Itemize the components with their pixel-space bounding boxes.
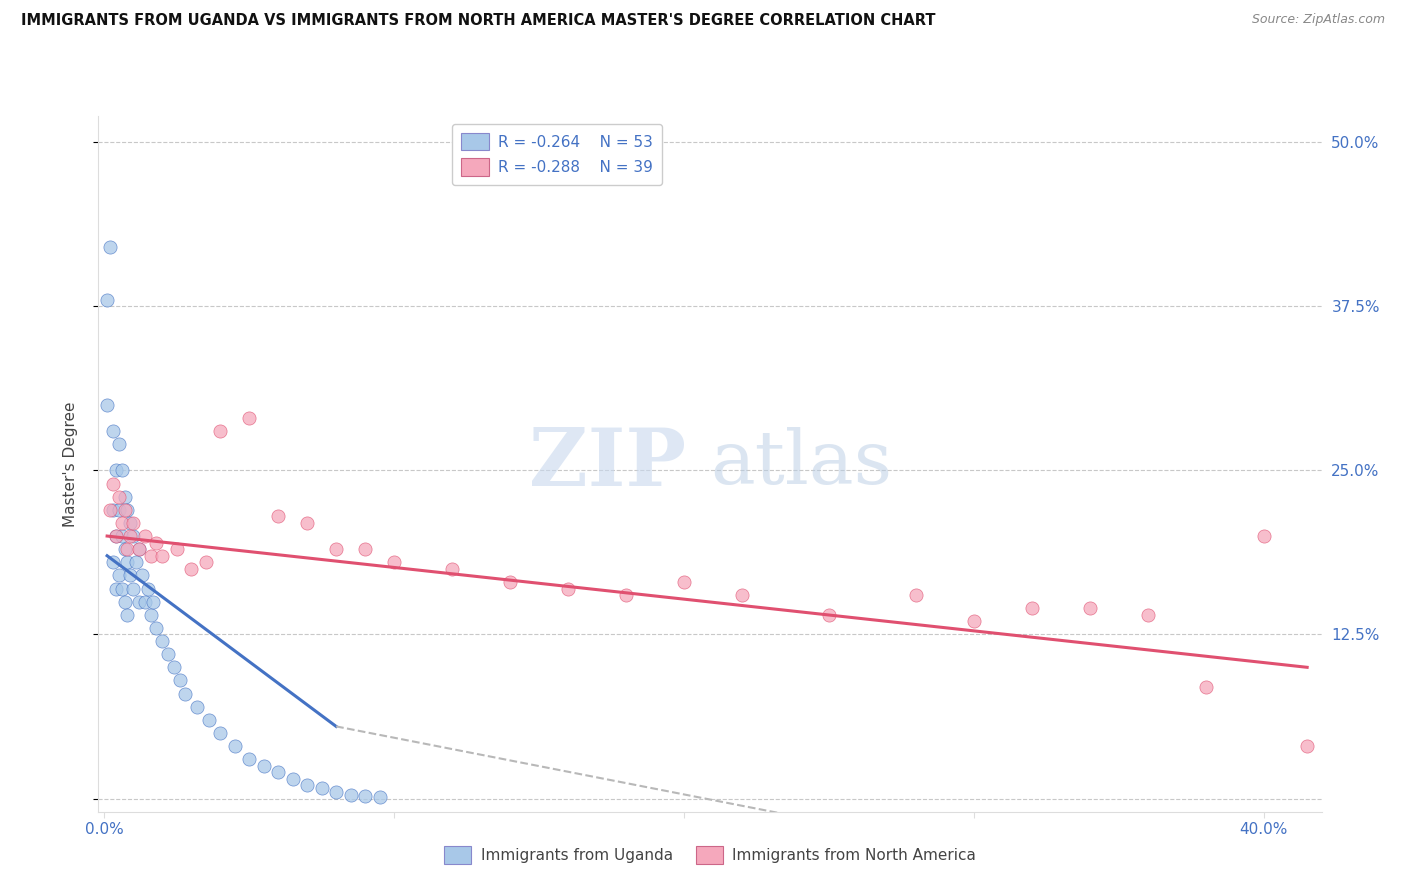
Point bbox=[120, 516, 142, 530]
Point bbox=[101, 476, 124, 491]
Point bbox=[107, 490, 129, 504]
Point bbox=[114, 490, 136, 504]
Point bbox=[101, 503, 124, 517]
Point bbox=[209, 726, 232, 740]
Text: Source: ZipAtlas.com: Source: ZipAtlas.com bbox=[1251, 13, 1385, 27]
Point bbox=[150, 549, 173, 563]
Point bbox=[614, 588, 637, 602]
Point bbox=[104, 582, 127, 596]
Point bbox=[186, 699, 208, 714]
Point bbox=[557, 582, 579, 596]
Point bbox=[267, 509, 290, 524]
Point bbox=[110, 463, 132, 477]
Point bbox=[120, 568, 142, 582]
Point bbox=[104, 463, 127, 477]
Point bbox=[96, 293, 118, 307]
Point bbox=[114, 595, 136, 609]
Point bbox=[110, 582, 132, 596]
Text: atlas: atlas bbox=[710, 427, 893, 500]
Point bbox=[110, 529, 132, 543]
Point bbox=[1253, 529, 1275, 543]
Point bbox=[238, 410, 260, 425]
Point bbox=[267, 765, 290, 780]
Point bbox=[117, 503, 139, 517]
Point bbox=[224, 739, 246, 753]
Point bbox=[142, 595, 165, 609]
Point bbox=[672, 574, 695, 589]
Point bbox=[1195, 680, 1218, 694]
Point bbox=[128, 542, 150, 557]
Point bbox=[174, 687, 197, 701]
Point bbox=[107, 503, 129, 517]
Point bbox=[1136, 607, 1159, 622]
Point bbox=[194, 555, 217, 569]
Point bbox=[128, 595, 150, 609]
Point bbox=[104, 529, 127, 543]
Point bbox=[441, 562, 464, 576]
Text: IMMIGRANTS FROM UGANDA VS IMMIGRANTS FROM NORTH AMERICA MASTER'S DEGREE CORRELAT: IMMIGRANTS FROM UGANDA VS IMMIGRANTS FRO… bbox=[21, 13, 935, 29]
Point bbox=[295, 779, 318, 793]
Point bbox=[134, 529, 156, 543]
Point bbox=[354, 542, 377, 557]
Point bbox=[117, 542, 139, 557]
Point bbox=[98, 240, 121, 254]
Point bbox=[238, 752, 260, 766]
Point bbox=[904, 588, 927, 602]
Point bbox=[150, 634, 173, 648]
Point bbox=[197, 713, 219, 727]
Point bbox=[101, 555, 124, 569]
Point bbox=[163, 660, 186, 674]
Point bbox=[295, 516, 318, 530]
Point bbox=[169, 673, 191, 688]
Point bbox=[122, 529, 145, 543]
Text: ZIP: ZIP bbox=[529, 425, 686, 503]
Point bbox=[107, 437, 129, 451]
Point bbox=[311, 781, 333, 796]
Point bbox=[136, 582, 159, 596]
Point bbox=[139, 549, 162, 563]
Point bbox=[122, 582, 145, 596]
Point bbox=[281, 772, 304, 786]
Point bbox=[1021, 601, 1043, 615]
Point bbox=[98, 503, 121, 517]
Point bbox=[499, 574, 522, 589]
Point bbox=[818, 607, 841, 622]
Point bbox=[382, 555, 405, 569]
Point bbox=[1296, 739, 1319, 753]
Point bbox=[117, 555, 139, 569]
Point bbox=[104, 529, 127, 543]
Point bbox=[114, 542, 136, 557]
Point bbox=[325, 542, 347, 557]
Point bbox=[131, 568, 153, 582]
Point bbox=[117, 607, 139, 622]
Point bbox=[963, 615, 986, 629]
Point bbox=[125, 555, 148, 569]
Point bbox=[101, 424, 124, 438]
Y-axis label: Master's Degree: Master's Degree bbox=[63, 401, 77, 526]
Point bbox=[114, 503, 136, 517]
Point bbox=[209, 424, 232, 438]
Point bbox=[180, 562, 202, 576]
Point bbox=[122, 516, 145, 530]
Point bbox=[1078, 601, 1101, 615]
Point bbox=[339, 788, 361, 802]
Point bbox=[253, 758, 276, 772]
Point bbox=[128, 542, 150, 557]
Point bbox=[145, 621, 167, 635]
Point bbox=[96, 398, 118, 412]
Point bbox=[325, 785, 347, 799]
Point bbox=[107, 568, 129, 582]
Point bbox=[145, 535, 167, 549]
Point bbox=[134, 595, 156, 609]
Point bbox=[166, 542, 188, 557]
Point bbox=[731, 588, 754, 602]
Point bbox=[354, 789, 377, 803]
Point bbox=[110, 516, 132, 530]
Point bbox=[156, 647, 179, 661]
Legend: Immigrants from Uganda, Immigrants from North America: Immigrants from Uganda, Immigrants from … bbox=[437, 840, 983, 871]
Point bbox=[368, 790, 391, 805]
Point bbox=[139, 607, 162, 622]
Point bbox=[120, 529, 142, 543]
